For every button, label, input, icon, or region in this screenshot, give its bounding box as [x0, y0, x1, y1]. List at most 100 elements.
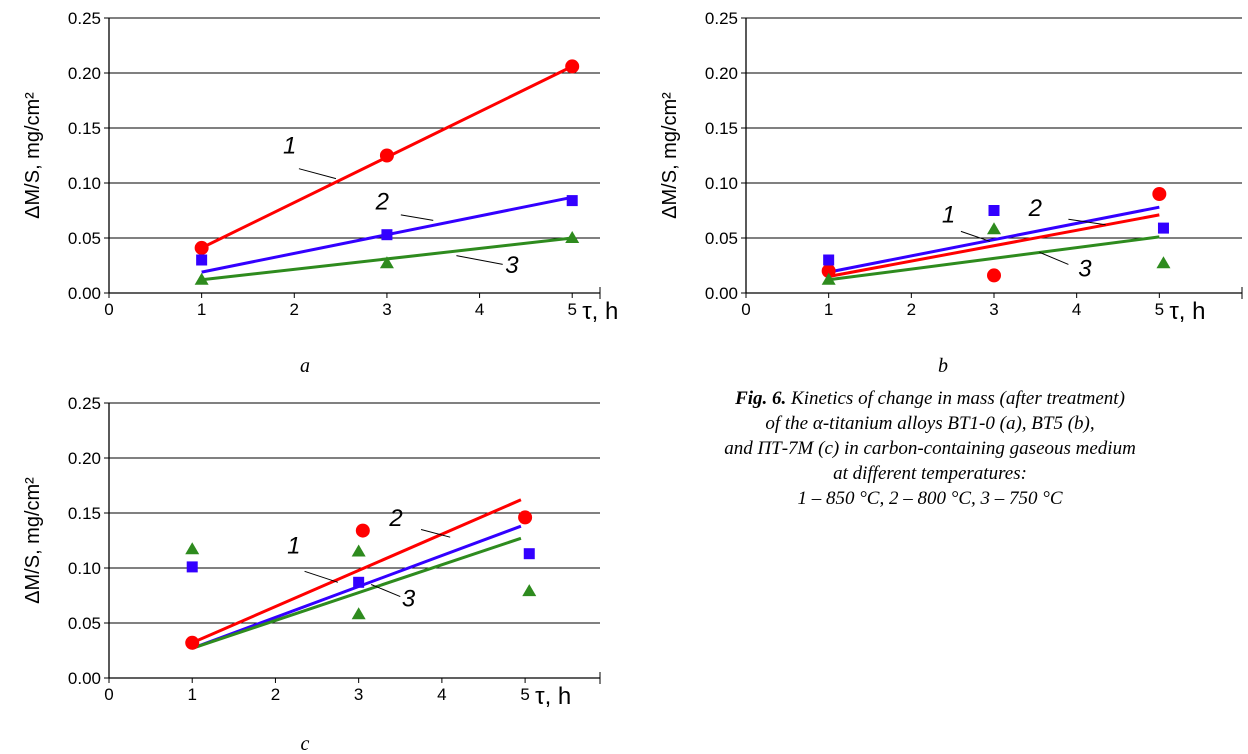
- x-tick-label: 5: [520, 685, 529, 704]
- data-point-series-3: [351, 607, 366, 620]
- y-tick-label: 0.20: [68, 64, 101, 83]
- x-axis-label: τ, h: [582, 298, 618, 325]
- y-tick-label: 0.05: [68, 229, 101, 248]
- data-point-series-2: [353, 576, 365, 588]
- x-tick-label: 0: [741, 300, 750, 319]
- curve-label-2: 2: [375, 188, 389, 215]
- data-point-series-3: [185, 542, 200, 555]
- y-tick-label: 0.25: [68, 9, 101, 28]
- curve-label-leader-3: [456, 255, 503, 265]
- data-point-series-3: [522, 584, 537, 597]
- y-tick-label: 0.15: [68, 504, 101, 523]
- data-point-series-2: [523, 548, 535, 560]
- trend-line-3: [828, 235, 1160, 282]
- y-tick-label: 0.05: [705, 229, 738, 248]
- panel-label-a: a: [300, 355, 310, 377]
- y-axis-label: ΔM/S, mg/cm²: [659, 92, 681, 219]
- caption-line-3: and ПТ-7М (c) in carbon-containing gaseo…: [724, 438, 1136, 459]
- caption-line-2: of the α-titanium alloys BT1-0 (a), BT5 …: [765, 413, 1095, 434]
- data-point-series-2: [186, 561, 198, 573]
- data-point-series-3: [565, 231, 580, 243]
- figure-caption: Fig. 6. Kinetics of change in mass (afte…: [612, 386, 1248, 511]
- x-tick-label: 3: [354, 685, 363, 704]
- curve-label-1: 1: [283, 132, 296, 159]
- trend-line-2: [828, 205, 1160, 274]
- data-point-series-1: [1152, 187, 1167, 201]
- x-tick-label: 4: [437, 685, 446, 704]
- y-tick-label: 0.00: [68, 284, 101, 303]
- panel-label-b: b: [938, 355, 948, 377]
- x-tick-label: 4: [475, 300, 484, 319]
- x-axis-label: τ, h: [535, 683, 571, 710]
- y-tick-label: 0.20: [68, 449, 101, 468]
- x-tick-label: 0: [104, 300, 113, 319]
- chart-panel-b: 0.00 0.05 0.10 0.15 0.20 0.25 0 1 2 3 4 5 τ, h ΔM/S, …: [659, 9, 1243, 377]
- curve-label-1: 1: [942, 202, 955, 229]
- data-point-series-1: [987, 268, 1001, 283]
- y-tick-label: 0.00: [705, 284, 738, 303]
- x-tick-label: 3: [382, 300, 391, 319]
- x-tick-label: 2: [290, 300, 299, 319]
- x-tick-label: 5: [567, 300, 576, 319]
- curve-label-leader-1: [298, 168, 337, 180]
- curve-label-leader-3: [1039, 251, 1069, 265]
- data-point-series-2: [1157, 222, 1169, 234]
- data-point-series-3: [821, 272, 836, 285]
- figure-number: Fig. 6.: [735, 388, 787, 409]
- curve-label-leader-2: [1068, 218, 1106, 226]
- y-tick-label: 0.00: [68, 669, 101, 688]
- curve-label-3: 3: [505, 252, 519, 279]
- curve-label-leader-1: [960, 230, 991, 242]
- curve-label-3: 3: [1078, 256, 1092, 283]
- y-tick-label: 0.20: [705, 64, 738, 83]
- x-tick-label: 2: [271, 685, 280, 704]
- x-tick-label: 1: [187, 685, 196, 704]
- trend-line-3: [191, 536, 522, 650]
- x-tick-label: 1: [197, 300, 206, 319]
- y-tick-label: 0.10: [68, 559, 101, 578]
- y-tick-label: 0.25: [705, 9, 738, 28]
- data-point-series-3: [379, 256, 394, 269]
- curve-label-leader-3: [370, 584, 401, 598]
- data-point-series-2: [196, 254, 208, 266]
- caption-line-1: Kinetics of change in mass (after treatm…: [791, 388, 1125, 409]
- y-tick-label: 0.10: [68, 174, 101, 193]
- curve-label-2: 2: [388, 505, 402, 532]
- y-tick-label: 0.15: [68, 119, 101, 138]
- data-point-series-1: [185, 635, 200, 650]
- x-tick-label: 0: [104, 685, 113, 704]
- x-tick-label: 3: [989, 300, 998, 319]
- data-point-series-1: [379, 148, 394, 163]
- y-tick-label: 0.10: [705, 174, 738, 193]
- x-tick-label: 1: [824, 300, 833, 319]
- x-axis-label: τ, h: [1169, 298, 1205, 325]
- data-point-series-1: [518, 510, 533, 525]
- x-tick-label: 4: [1072, 300, 1081, 319]
- data-point-series-3: [351, 544, 366, 557]
- caption-line-4: at different temperatures:: [833, 463, 1027, 484]
- data-point-series-3: [1156, 256, 1171, 269]
- curve-label-leader-2: [420, 529, 451, 538]
- y-axis-label: ΔM/S, mg/cm²: [22, 477, 44, 604]
- y-axis-label: ΔM/S, mg/cm²: [22, 92, 44, 219]
- data-point-series-1: [355, 523, 370, 538]
- trend-line-1: [828, 213, 1160, 278]
- x-tick-label: 2: [907, 300, 916, 319]
- y-tick-label: 0.25: [68, 394, 101, 413]
- chart-panel-a: 0.00 0.05 0.10 0.15 0.20 0.25 0 1 2 3 4 5 τ, h ΔM/S, …: [22, 9, 618, 377]
- data-point-series-1: [194, 240, 209, 255]
- data-point-series-1: [565, 59, 580, 74]
- data-point-series-3: [987, 222, 1001, 235]
- data-point-series-1: [821, 264, 836, 278]
- curve-label-1: 1: [287, 533, 300, 560]
- y-tick-label: 0.05: [68, 614, 101, 633]
- data-point-series-2: [381, 229, 393, 241]
- curve-label-leader-2: [400, 214, 434, 221]
- caption-line-5: 1 – 850 °C, 2 – 800 °C, 3 – 750 °C: [797, 488, 1063, 509]
- data-point-series-2: [823, 254, 835, 266]
- data-point-series-2: [988, 205, 1000, 216]
- curve-label-leader-1: [304, 570, 339, 583]
- x-tick-label: 5: [1155, 300, 1164, 319]
- chart-panel-c: 0.00 0.05 0.10 0.15 0.20 0.25 0 1 2 3 4 5 τ, h ΔM/S, …: [22, 394, 601, 754]
